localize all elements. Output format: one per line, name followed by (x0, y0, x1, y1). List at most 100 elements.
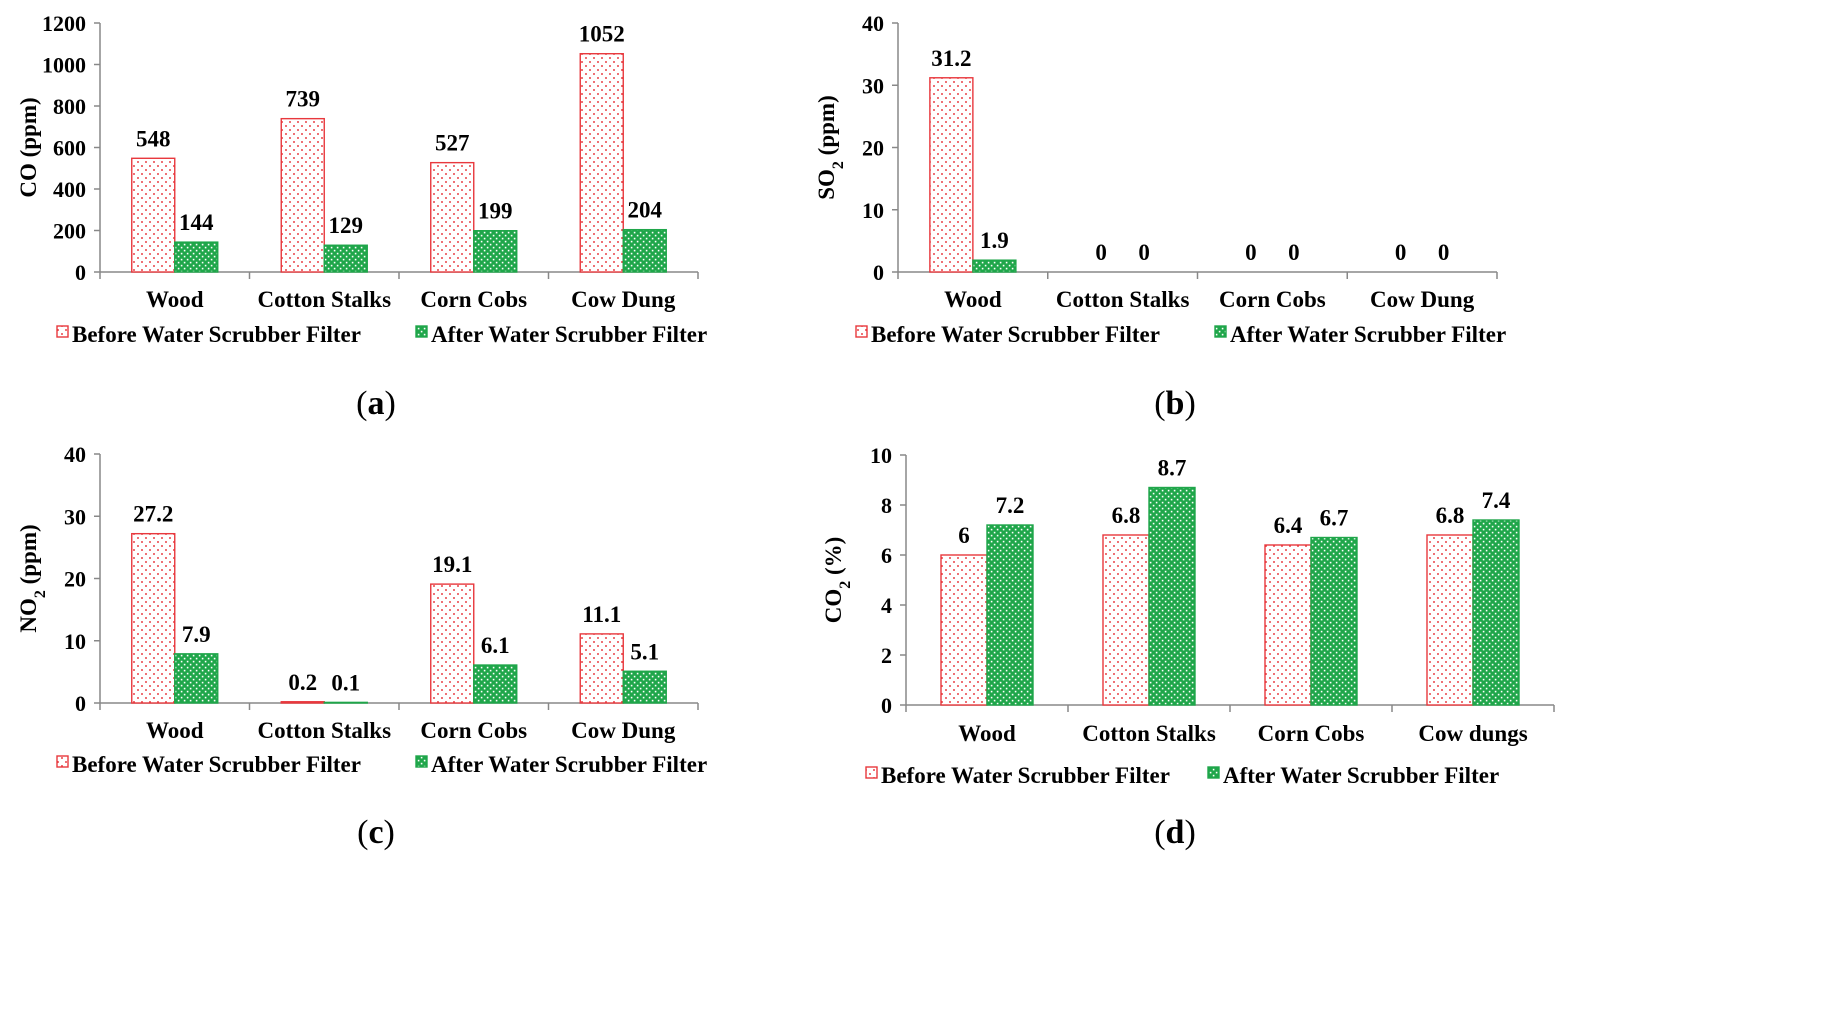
co-chart: 0 200 400 600 800 1000 1200 Wood 548 144 Cotton St… (16, 11, 707, 347)
data-label: 6.4 (1274, 513, 1303, 538)
legend-swatch-after (415, 755, 428, 768)
y-tick-label: 200 (53, 219, 86, 244)
data-label: 7.9 (182, 622, 211, 647)
bar-before-cotton-stalks (280, 117, 325, 273)
data-label: 0 (1138, 240, 1150, 265)
bar-before-wood (929, 77, 974, 273)
bar-after-corn-cobs (1310, 536, 1358, 706)
bar-before-corn-cobs (1264, 544, 1312, 706)
legend-swatch-after (1207, 766, 1220, 779)
legend-swatch-before (56, 325, 69, 338)
y-tick-label: 800 (53, 94, 86, 119)
bar-after-cow-dungs (1472, 519, 1520, 706)
y-axis-title: CO2 (%) (821, 537, 854, 624)
y-axis-title: CO (ppm) (16, 97, 41, 197)
y-axis-title: NO2 (ppm) (16, 524, 49, 632)
data-label: 527 (435, 131, 470, 156)
bar-after-corn-cobs (473, 664, 518, 704)
bar-before-wood (131, 532, 176, 704)
data-label: 144 (179, 210, 214, 235)
x-category-label: Corn Cobs (420, 287, 527, 312)
bar-before-corn-cobs (430, 583, 475, 704)
legend-label-before: Before Water Scrubber Filter (881, 763, 1170, 788)
legend-label-after: After Water Scrubber Filter (431, 322, 707, 347)
data-label: 6.7 (1320, 506, 1349, 531)
legend-swatch-after (415, 325, 428, 338)
x-category-label: Wood (944, 287, 1002, 312)
chart-panel-a: 0 200 400 600 800 1000 1200 Wood 548 144 Cotton St… (0, 0, 900, 420)
x-category-label: Cotton Stalks (257, 287, 391, 312)
y-tick-label: 0 (873, 260, 884, 285)
y-tick-label: 6 (881, 543, 892, 568)
legend-label-before: Before Water Scrubber Filter (72, 322, 361, 347)
x-category-label: Cow Dung (1370, 287, 1475, 312)
data-label: 6.1 (481, 633, 510, 658)
data-label: 0 (1438, 240, 1450, 265)
so2-chart: 0 10 20 30 40 Wood 31.2 1.9 Cotton Stalks 0 0 Corn … (814, 11, 1506, 347)
x-category-label: Cotton Stalks (1082, 721, 1216, 746)
y-tick-label: 20 (862, 136, 884, 161)
data-label: 1.9 (980, 228, 1009, 253)
data-label: 1052 (579, 22, 625, 47)
x-category-label: Cotton Stalks (1056, 287, 1190, 312)
x-category-label: Cow Dung (571, 718, 676, 743)
y-tick-label: 0 (75, 691, 86, 716)
x-category-label: Cow dungs (1418, 721, 1527, 746)
legend-swatch-before (855, 325, 868, 338)
bar-before-cow-dungs (1426, 534, 1474, 706)
legend: Before Water Scrubber Filter After Water … (56, 322, 707, 347)
data-label: 7.4 (1482, 488, 1511, 513)
y-tick-label: 30 (64, 504, 86, 529)
caption-a: (a) (356, 385, 396, 422)
bar-after-corn-cobs (473, 230, 518, 273)
data-label: 0.1 (331, 670, 360, 695)
x-category-label: Corn Cobs (1258, 721, 1365, 746)
y-tick-label: 10 (64, 629, 86, 654)
bar-after-wood (174, 653, 219, 704)
y-tick-label: 400 (53, 177, 86, 202)
data-label: 6.8 (1112, 503, 1141, 528)
legend-label-after: After Water Scrubber Filter (1223, 763, 1499, 788)
bar-after-wood (972, 259, 1017, 273)
data-label: 19.1 (432, 552, 472, 577)
y-tick-label: 20 (64, 567, 86, 592)
data-label: 199 (478, 199, 513, 224)
bar-before-wood (940, 554, 988, 706)
legend: Before Water Scrubber Filter After Water … (56, 752, 707, 777)
bar-after-cotton-stalks (323, 701, 368, 704)
no2-chart: 0 10 20 30 40 Wood 27.2 7.9 Cotton Stalks 0.2 0.1 C… (16, 442, 707, 777)
data-label: 129 (329, 213, 364, 238)
legend: Before Water Scrubber Filter After Water … (865, 763, 1499, 788)
data-label: 0.2 (288, 670, 317, 695)
legend: Before Water Scrubber Filter After Water … (855, 322, 1506, 347)
chart-a-content: 0 200 400 600 800 1000 1200 Wood 548 144 Cotton St… (16, 11, 707, 347)
y-tick-label: 40 (862, 11, 884, 36)
y-tick-label: 8 (881, 493, 892, 518)
data-label: 6.8 (1436, 503, 1465, 528)
chart-b-content: 0 10 20 30 40 Wood 31.2 1.9 Cotton Stalks 0 0 Corn … (814, 11, 1506, 347)
data-label: 548 (136, 126, 171, 151)
y-tick-label: 1200 (42, 11, 86, 36)
bar-before-cow-dung (579, 53, 624, 273)
bar-before-cow-dung (579, 633, 624, 704)
data-label: 8.7 (1158, 456, 1187, 481)
y-tick-label: 10 (862, 198, 884, 223)
y-tick-label: 1000 (42, 53, 86, 78)
data-label: 204 (628, 198, 663, 223)
legend-swatch-before (865, 766, 878, 779)
y-axis-title: SO2 (ppm) (814, 95, 847, 200)
y-tick-label: 0 (881, 693, 892, 718)
chart-panel-b: 0 10 20 30 40 Wood 31.2 1.9 Cotton Stalks 0 0 Corn … (0, 0, 1824, 420)
legend-label-after: After Water Scrubber Filter (431, 752, 707, 777)
data-label: 0 (1288, 240, 1300, 265)
data-label: 0 (1245, 240, 1257, 265)
x-category-label: Wood (958, 721, 1016, 746)
data-label: 0 (1095, 240, 1107, 265)
bar-after-wood (174, 241, 219, 273)
chart-panel-c: 0 10 20 30 40 Wood 27.2 7.9 Cotton Stalks 0.2 0.1 C… (0, 0, 900, 1011)
y-tick-label: 0 (75, 260, 86, 285)
y-tick-label: 2 (881, 643, 892, 668)
legend-label-before: Before Water Scrubber Filter (871, 322, 1160, 347)
